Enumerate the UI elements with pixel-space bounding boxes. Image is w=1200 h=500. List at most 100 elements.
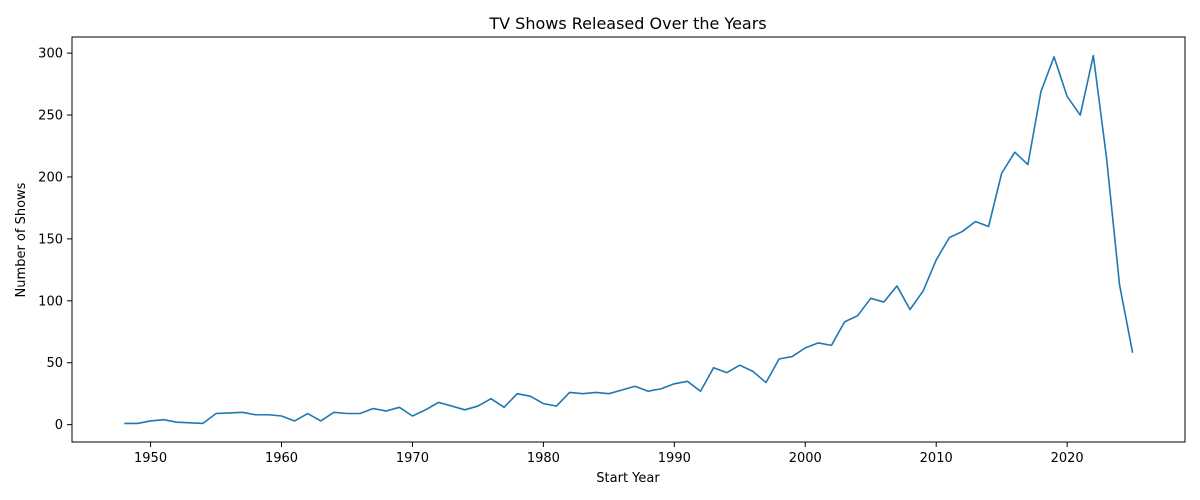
data-point — [646, 389, 650, 393]
data-point — [1118, 283, 1122, 287]
data-point — [607, 392, 611, 396]
data-point — [843, 320, 847, 324]
data-point — [371, 407, 375, 411]
data-point — [253, 413, 257, 417]
data-point — [240, 410, 244, 414]
series-line — [124, 54, 1134, 425]
data-point — [568, 390, 572, 394]
data-point — [358, 412, 362, 416]
data-point — [1091, 54, 1095, 58]
data-point — [541, 402, 545, 406]
data-point — [633, 384, 637, 388]
data-point — [554, 404, 558, 408]
y-tick-label: 100 — [38, 294, 63, 309]
data-point — [594, 390, 598, 394]
data-point — [201, 421, 205, 425]
data-point — [973, 220, 977, 224]
data-point — [175, 420, 179, 424]
data-point — [489, 397, 493, 401]
plot-frame — [71, 36, 1186, 443]
y-tick-label: 250 — [38, 109, 63, 124]
data-point — [1000, 171, 1004, 175]
data-point — [947, 236, 951, 240]
data-point — [1026, 163, 1030, 167]
y-tick-label: 300 — [38, 47, 63, 62]
data-point — [685, 379, 689, 383]
data-point — [790, 355, 794, 359]
data-point — [803, 346, 807, 350]
data-point — [397, 405, 401, 409]
data-point — [672, 382, 676, 386]
data-point — [437, 400, 441, 404]
x-tick-label: 1980 — [527, 451, 560, 466]
data-point — [751, 369, 755, 373]
data-point — [882, 300, 886, 304]
chart-title: TV Shows Released Over the Years — [488, 14, 766, 33]
x-tick-label: 1960 — [265, 451, 298, 466]
data-point — [450, 404, 454, 408]
y-axis-label: Number of Shows — [14, 182, 29, 297]
data-point — [515, 392, 519, 396]
data-point — [332, 410, 336, 414]
x-tick-label: 2020 — [1051, 451, 1084, 466]
data-points — [122, 54, 1134, 426]
data-point — [463, 408, 467, 412]
data-point — [384, 409, 388, 413]
y-tick-label: 150 — [38, 232, 63, 247]
data-point — [476, 404, 480, 408]
data-point — [895, 284, 899, 288]
y-tick-label: 0 — [55, 418, 63, 433]
data-point — [908, 307, 912, 311]
y-tick-label: 50 — [46, 356, 63, 371]
data-point — [725, 371, 729, 375]
data-point — [1078, 113, 1082, 117]
data-point — [149, 419, 153, 423]
data-point — [960, 229, 964, 233]
data-point — [424, 408, 428, 412]
data-point — [738, 363, 742, 367]
data-point — [1052, 55, 1056, 59]
data-point — [162, 418, 166, 422]
data-point — [319, 419, 323, 423]
data-point — [410, 414, 414, 418]
x-axis: 1950 1960 1970 1980 1990 2000 2010 2020 — [134, 442, 1084, 466]
data-point — [856, 314, 860, 318]
data-point — [921, 289, 925, 293]
y-tick-label: 200 — [38, 170, 63, 185]
data-point — [280, 414, 284, 418]
data-point — [699, 389, 703, 393]
data-point — [502, 405, 506, 409]
data-point — [188, 421, 192, 425]
data-point — [1131, 351, 1135, 355]
data-point — [345, 412, 349, 416]
data-point — [266, 413, 270, 417]
data-point — [1039, 89, 1043, 93]
data-point — [659, 387, 663, 391]
data-point — [122, 421, 126, 425]
data-point — [581, 392, 585, 396]
data-point — [306, 412, 310, 416]
data-point — [620, 388, 624, 392]
x-tick-label: 1950 — [134, 451, 167, 466]
data-point — [1065, 94, 1069, 98]
x-tick-label: 2000 — [789, 451, 822, 466]
data-point — [987, 224, 991, 228]
y-axis: 0 50 100 150 200 250 300 — [38, 47, 72, 433]
data-point — [528, 394, 532, 398]
data-point — [934, 258, 938, 262]
x-tick-label: 1990 — [658, 451, 691, 466]
data-point — [777, 357, 781, 361]
data-point — [227, 411, 231, 415]
data-point — [764, 381, 768, 385]
data-point — [829, 343, 833, 347]
data-point — [1104, 155, 1108, 159]
data-point — [869, 296, 873, 300]
data-point — [293, 419, 297, 423]
data-point — [214, 412, 218, 416]
x-tick-label: 2010 — [920, 451, 953, 466]
data-point — [135, 421, 139, 425]
data-point — [1013, 150, 1017, 154]
data-point — [816, 341, 820, 345]
